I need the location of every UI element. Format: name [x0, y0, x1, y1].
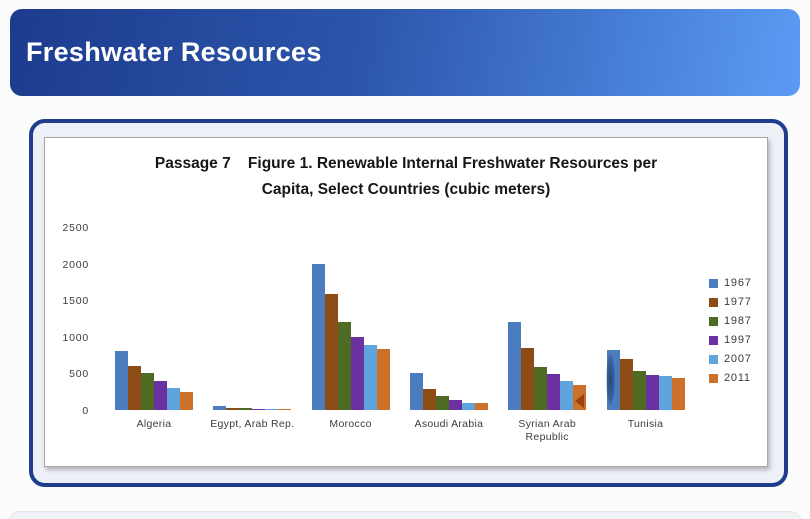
y-axis-tick: 2000 — [62, 258, 89, 271]
x-axis-label: Egypt, Arab Rep. — [210, 418, 295, 430]
bar-1977 — [324, 293, 338, 410]
legend: 1967 1977 1987 1997 2007 2011 — [709, 277, 752, 384]
legend-item: 1967 — [709, 277, 752, 289]
bar-1987 — [239, 408, 253, 410]
bar-1967 — [213, 406, 227, 410]
legend-item: 1977 — [709, 296, 752, 308]
legend-item: 2011 — [709, 372, 752, 384]
bar-group: Algeria — [105, 138, 203, 466]
bar-group: Asoudi Arabia — [400, 138, 498, 466]
bar-1997 — [252, 408, 266, 410]
bar-1997 — [448, 399, 462, 410]
bar-2007 — [658, 376, 672, 410]
bar-2011 — [573, 385, 587, 410]
bar-group: Tunisia — [597, 138, 695, 466]
next-section-preview — [8, 511, 802, 519]
y-axis-tick: 2500 — [62, 222, 89, 234]
legend-label: 1967 — [724, 277, 752, 289]
bar-1987 — [632, 371, 646, 410]
y-axis-tick: 0 — [82, 405, 89, 417]
bar-1997 — [645, 374, 659, 410]
bar-group: Egypt, Arab Rep. — [203, 138, 301, 466]
x-axis-label: Tunisia — [627, 418, 664, 430]
bar-2011 — [474, 403, 488, 410]
bar-group: Syrian Arab Republic — [498, 138, 596, 466]
x-axis-label: Syrian Arab Republic — [518, 418, 576, 443]
bar-2007 — [461, 403, 475, 410]
chart-title: Passage 7 Figure 1. Renewable Internal F… — [45, 151, 767, 203]
bar-1967 — [508, 322, 522, 410]
legend-label: 1987 — [724, 315, 752, 327]
bar-2011 — [376, 348, 390, 410]
bar-1967 — [115, 351, 128, 410]
header-banner: Freshwater Resources — [10, 9, 800, 96]
chart-plot: Passage 7 Figure 1. Renewable Internal F… — [44, 137, 768, 467]
legend-swatch — [709, 335, 718, 345]
chart-title-line-1: Passage 7 Figure 1. Renewable Internal F… — [154, 155, 658, 172]
bar-group: Morocco — [302, 138, 400, 466]
bar-1977 — [226, 407, 240, 410]
legend-item: 2007 — [709, 353, 752, 365]
chart-title-line-2: Capita, Select Countries (cubic meters) — [261, 181, 551, 198]
x-axis-label: Morocco — [329, 418, 372, 430]
x-axis-label: Algeria — [136, 418, 172, 430]
bar-1977 — [619, 358, 633, 410]
bar-1997 — [547, 374, 561, 410]
bar-1977 — [521, 347, 535, 410]
bar-1997 — [350, 336, 364, 410]
bar-1997 — [154, 380, 167, 410]
bar-1967 — [311, 263, 325, 410]
legend-swatch — [709, 297, 718, 307]
legend-label: 2011 — [724, 372, 751, 384]
bar-2011 — [671, 377, 685, 410]
legend-swatch — [709, 373, 718, 383]
y-axis-tick: 500 — [69, 368, 89, 381]
y-axis-tick: 1500 — [62, 295, 89, 308]
bar-2007 — [363, 344, 377, 410]
legend-item: 1997 — [709, 334, 752, 346]
legend-item: 1987 — [709, 315, 752, 327]
bar-2007 — [560, 380, 574, 410]
x-axis-label: Asoudi Arabia — [414, 418, 484, 430]
bar-2007 — [167, 388, 180, 410]
legend-label: 1997 — [724, 334, 752, 346]
legend-label: 1977 — [724, 296, 752, 308]
y-axis-tick: 1000 — [62, 331, 89, 344]
bar-1977 — [422, 388, 436, 410]
bar-1967 — [605, 349, 620, 410]
legend-swatch — [709, 278, 718, 288]
bar-2007 — [265, 408, 279, 410]
page-title: Freshwater Resources — [26, 37, 322, 67]
legend-swatch — [709, 354, 718, 364]
bar-1987 — [435, 396, 449, 410]
bar-2011 — [180, 391, 193, 410]
bar-2011 — [278, 408, 292, 410]
bar-1987 — [141, 373, 154, 410]
bar-1977 — [128, 366, 141, 410]
legend-swatch — [709, 316, 718, 326]
bar-1967 — [409, 373, 423, 410]
legend-label: 2007 — [724, 353, 752, 365]
bar-1987 — [534, 366, 548, 410]
bar-1987 — [337, 322, 351, 410]
